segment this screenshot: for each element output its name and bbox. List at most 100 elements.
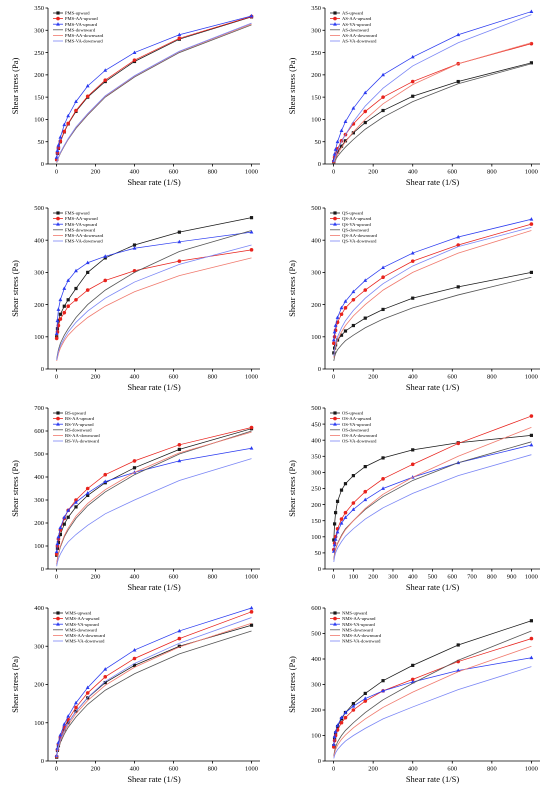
x-tick-label: 0 [55, 574, 58, 581]
y-tick-label: 250 [34, 50, 44, 57]
x-tick-label: 1000 [245, 766, 258, 773]
y-tick-label: 100 [311, 534, 321, 541]
data-point [177, 447, 181, 451]
data-point [529, 61, 533, 65]
y-tick-label: 100 [34, 720, 44, 727]
series-line-as-aa-upward [333, 43, 532, 162]
legend-label: BS-VA-downward [65, 439, 100, 444]
legend-label: NMS-VA-downward [342, 639, 381, 644]
data-point [343, 329, 348, 333]
data-point [62, 722, 67, 726]
y-tick-label: 250 [311, 486, 321, 493]
data-point [85, 94, 90, 99]
data-point [58, 312, 62, 316]
series-line-wms-va-downward [56, 617, 252, 758]
legend-marker [333, 11, 337, 15]
data-point [62, 286, 67, 290]
data-point [363, 465, 367, 469]
data-point [103, 472, 108, 477]
legend: AS-upwardAS-AA-upwardAS-VA-upwardAS-down… [330, 11, 378, 44]
y-tick-label: 400 [34, 605, 44, 612]
data-point [66, 714, 71, 718]
legend-label: QS-VA-upward [342, 222, 371, 227]
series-markers-as-va-upward [331, 9, 534, 162]
series-line-nms-aa-upward [333, 638, 532, 748]
legend-label: NMS-VA-upward [342, 622, 376, 627]
data-point [74, 498, 78, 502]
chart-panel-1: 0 200 400 600 800 1000 0 50 100 150 200 250 300 350 Sh… [10, 5, 260, 187]
x-tick-label: 400 [408, 169, 418, 176]
data-point [332, 522, 337, 526]
data-point [456, 285, 460, 289]
x-tick-label: 600 [447, 169, 457, 176]
y-tick-label: 0 [318, 566, 321, 573]
data-point [62, 515, 67, 519]
y-tick-label: 100 [311, 334, 321, 341]
data-point [132, 50, 137, 54]
data-point [335, 315, 340, 319]
data-point [381, 477, 385, 481]
data-point [66, 278, 71, 282]
chart-panel-3: 0 200 400 600 800 1000 0 100 200 300 400 500 Shear r… [10, 205, 260, 392]
legend-label: WMS-VA-upward [65, 622, 100, 627]
data-point [381, 275, 385, 280]
data-point [74, 500, 78, 504]
data-point [62, 522, 66, 526]
data-point [66, 298, 70, 302]
data-point [332, 738, 337, 743]
series-line-os-va-upward [333, 444, 532, 552]
data-point [339, 333, 344, 337]
x-tick-label: 400 [130, 574, 140, 581]
series-markers-qs-va-upward [331, 217, 534, 342]
data-point [351, 501, 356, 505]
data-point [343, 299, 348, 303]
data-point [381, 95, 385, 99]
y-axis-title: Shear stress (Pa) [10, 58, 20, 115]
y-tick-label: 200 [311, 72, 321, 79]
data-point [56, 540, 61, 545]
data-point [54, 155, 59, 159]
x-tick-label: 400 [408, 374, 418, 381]
legend-label: WMS-downward [65, 627, 98, 632]
data-point [343, 710, 348, 714]
x-tick-label: 400 [130, 374, 140, 381]
data-point [177, 628, 182, 633]
y-tick-label: 0 [318, 161, 321, 168]
legend-marker [333, 411, 337, 415]
data-point [177, 36, 182, 41]
y-tick-label: 700 [34, 405, 44, 412]
legend-label: OS-AA-downward [342, 433, 378, 438]
data-point [74, 286, 78, 291]
x-axis-title: Shear rate (1/S) [406, 582, 460, 592]
x-tick-label: 600 [447, 374, 457, 381]
data-point [343, 715, 348, 720]
data-point [339, 144, 344, 148]
data-point [54, 552, 59, 556]
y-tick-label: 200 [34, 302, 44, 309]
data-point [339, 521, 344, 525]
y-tick-label: 350 [311, 454, 321, 461]
data-point [62, 304, 66, 308]
x-tick-label: 1000 [525, 766, 538, 773]
series-line-nms-va-upward [333, 657, 532, 745]
data-point [177, 644, 181, 648]
x-axis-title: Shear rate (1/S) [127, 177, 181, 187]
data-point [85, 685, 90, 689]
series-markers-os-aa-upward [331, 414, 534, 552]
data-point [177, 636, 182, 641]
series-line-qs-downward [333, 276, 532, 362]
y-tick-label: 300 [34, 497, 44, 504]
y-tick-label: 200 [34, 520, 44, 527]
data-point [351, 702, 355, 706]
legend-label: FMS-downward [65, 227, 96, 232]
data-point [381, 688, 385, 693]
data-point [86, 493, 90, 497]
data-point [103, 278, 108, 283]
legend-label: NMS-upward [342, 611, 368, 616]
series-line-os-upward [333, 434, 532, 541]
legend-label: WMS-upward [65, 611, 92, 616]
data-point [335, 529, 340, 534]
data-point [74, 99, 78, 103]
x-tick-label: 800 [208, 766, 218, 773]
